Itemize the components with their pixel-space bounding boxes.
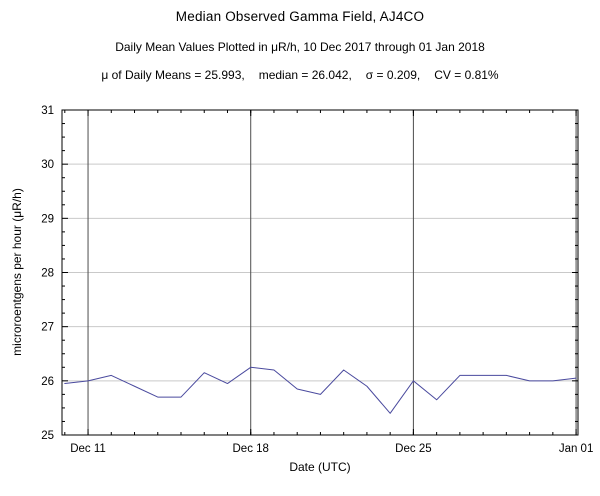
y-tick-label: 31 [41, 105, 54, 117]
y-tick-label: 29 [41, 213, 54, 225]
x-tick-label: Jan 01 [559, 443, 594, 455]
y-tick-label: 27 [41, 322, 54, 334]
y-axis-label: microroentgens per hour (μR/h) [10, 188, 24, 356]
stat-mean: μ of Daily Means = 25.993, [101, 68, 245, 82]
x-tick-label: Dec 25 [395, 443, 431, 455]
chart-subtitle: Daily Mean Values Plotted in μR/h, 10 De… [115, 40, 485, 54]
stat-sigma: σ = 0.209, [365, 68, 421, 82]
stat-cv: CV = 0.81% [434, 68, 499, 82]
y-tick-label: 28 [41, 268, 54, 280]
x-axis-label: Date (UTC) [289, 460, 351, 474]
x-tick-label: Dec 18 [233, 443, 269, 455]
plot-frame [61, 109, 579, 436]
data-line [64, 366, 577, 414]
stat-median: median = 26.042, [258, 68, 352, 82]
y-tick-label: 30 [41, 159, 54, 171]
chart-title: Median Observed Gamma Field, AJ4CO [175, 9, 425, 24]
y-tick-label: 26 [41, 376, 54, 388]
x-tick-label: Dec 11 [70, 443, 106, 455]
y-tick-label: 25 [41, 430, 54, 442]
chart-stats-line: μ of Daily Means = 25.993, median = 26.04… [0, 68, 600, 82]
